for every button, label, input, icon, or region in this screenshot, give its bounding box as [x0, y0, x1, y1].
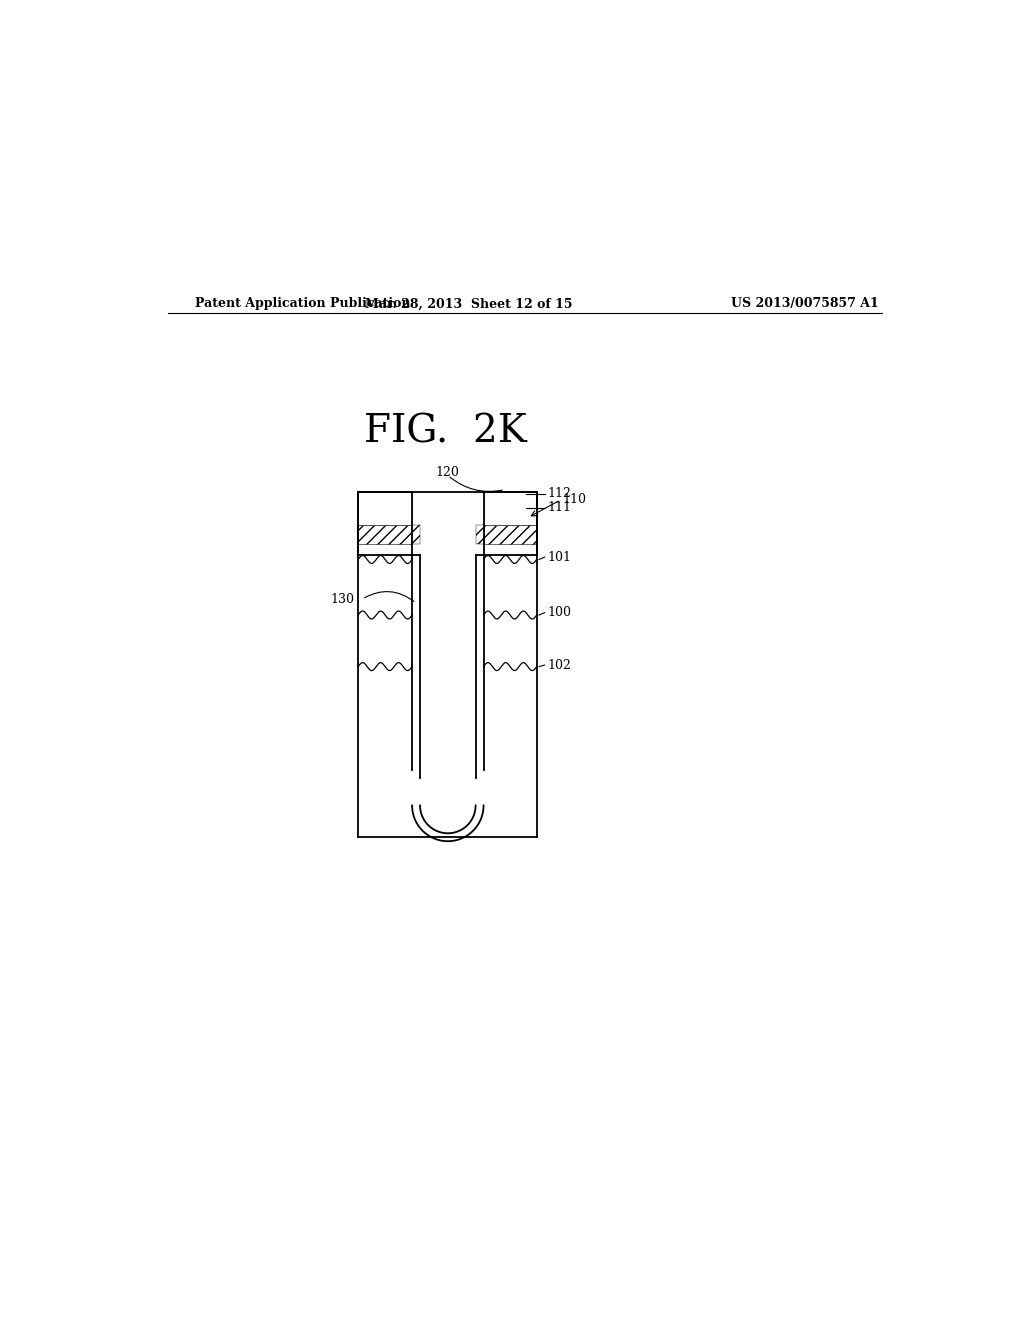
Text: 101: 101	[547, 550, 571, 564]
Text: 112: 112	[547, 487, 571, 500]
Bar	[475, 525, 483, 544]
Text: 111: 111	[547, 502, 571, 515]
Bar	[358, 492, 412, 525]
Text: 110: 110	[563, 494, 587, 507]
Text: Mar. 28, 2013  Sheet 12 of 15: Mar. 28, 2013 Sheet 12 of 15	[366, 297, 573, 310]
Bar	[483, 492, 537, 525]
Bar	[483, 525, 537, 544]
Bar	[358, 525, 412, 544]
Bar	[412, 525, 420, 544]
Text: US 2013/0075857 A1: US 2013/0075857 A1	[731, 297, 879, 310]
Text: FIG.  2K: FIG. 2K	[365, 414, 526, 451]
Text: 100: 100	[547, 606, 571, 619]
Text: 102: 102	[547, 659, 571, 672]
Text: 120: 120	[436, 466, 460, 479]
Text: Patent Application Publication: Patent Application Publication	[196, 297, 411, 310]
Text: 130: 130	[331, 593, 354, 606]
